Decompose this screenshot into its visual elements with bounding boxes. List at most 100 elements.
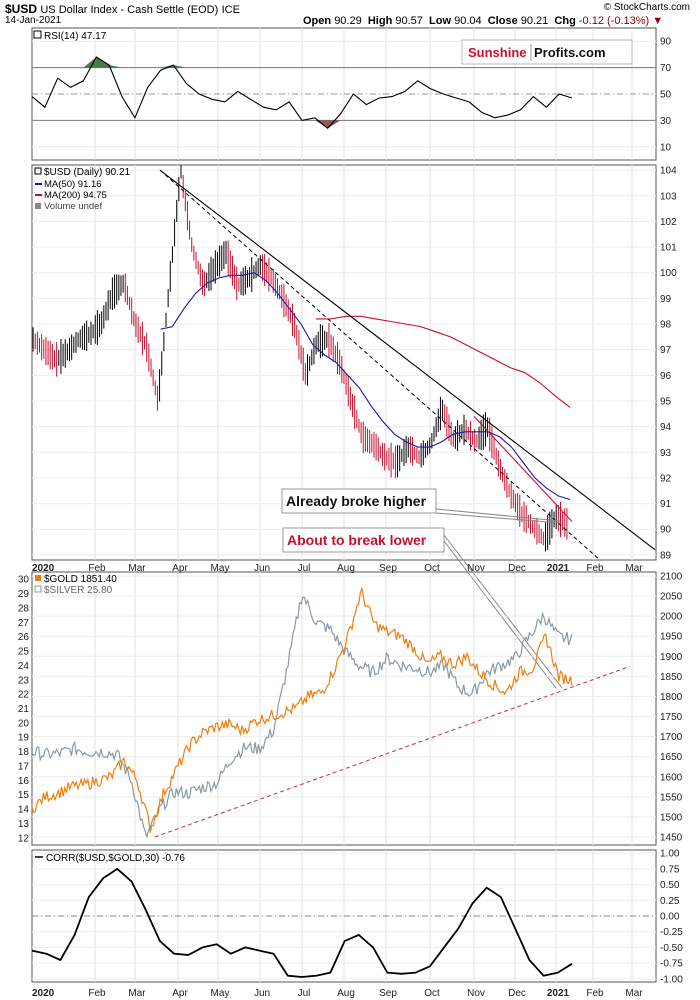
trendline-solid bbox=[159, 169, 656, 551]
gold-legend: $GOLD 1851.40 bbox=[44, 574, 117, 585]
x-tick-label: Apr bbox=[172, 988, 188, 999]
ma200-legend: MA(200) 94.75 bbox=[44, 190, 107, 201]
x-tick-label: 2020 bbox=[32, 563, 55, 574]
y-tick-label: 92 bbox=[660, 473, 672, 484]
y-tick-label: 0.25 bbox=[660, 896, 680, 907]
volume-legend-swatch bbox=[35, 203, 41, 209]
y-tick-label: -0.50 bbox=[660, 943, 683, 954]
x-tick-label: 2021 bbox=[547, 988, 570, 999]
annot-arrow-broke-higher-2 bbox=[435, 512, 561, 524]
y-tick-label: 101 bbox=[660, 243, 677, 254]
x-tick-label: Jul bbox=[298, 563, 311, 574]
y-tick-label: 93 bbox=[660, 448, 672, 459]
y-tick-label-left: 14 bbox=[18, 805, 30, 816]
rsi-legend: RSI(14) 47.17 bbox=[44, 31, 107, 42]
x-tick-label: Nov bbox=[467, 563, 485, 574]
y-tick-label: 94 bbox=[660, 422, 672, 433]
y-tick-label: 97 bbox=[660, 345, 672, 356]
y-tick-label: 2050 bbox=[660, 592, 683, 603]
x-tick-label: Jul bbox=[298, 988, 311, 999]
x-tick-label: Mar bbox=[625, 563, 643, 574]
y-tick-label: -0.25 bbox=[660, 927, 683, 938]
y-tick-label-left: 12 bbox=[18, 833, 30, 844]
symbol-title: $USD US Dollar Index - Cash Settle (EOD)… bbox=[5, 2, 240, 16]
corr-line bbox=[31, 868, 573, 978]
x-tick-label: Sep bbox=[379, 988, 397, 999]
y-tick-label-left: 19 bbox=[18, 733, 30, 744]
volume-legend: Volume undef bbox=[44, 201, 102, 212]
y-tick-label: 0.00 bbox=[660, 912, 680, 923]
y-tick-label: 1450 bbox=[660, 832, 683, 843]
y-tick-label: 90 bbox=[660, 525, 672, 536]
gold-legend-swatch bbox=[35, 575, 41, 581]
y-tick-label-left: 15 bbox=[18, 790, 30, 801]
silver-legend-swatch bbox=[34, 585, 42, 593]
y-tick-label-left: 23 bbox=[18, 675, 30, 686]
x-tick-label: Aug bbox=[337, 563, 355, 574]
y-tick-label: 1750 bbox=[660, 712, 683, 723]
x-tick-label: 2021 bbox=[547, 563, 570, 574]
y-tick-label: 1.00 bbox=[660, 849, 680, 860]
y-tick-label-left: 21 bbox=[18, 704, 30, 715]
logo-text-profits: Profits.com bbox=[534, 45, 606, 60]
y-tick-label: 1800 bbox=[660, 692, 683, 703]
y-tick-label-left: 27 bbox=[18, 618, 30, 629]
annot-arrow-break-lower bbox=[443, 534, 563, 689]
logo-box bbox=[461, 39, 633, 65]
x-tick-label: Mar bbox=[128, 988, 146, 999]
x-tick-label: 2020 bbox=[32, 988, 55, 999]
symbol-name: US Dollar Index - Cash Settle (EOD) bbox=[40, 4, 219, 16]
x-tick-label: Nov bbox=[467, 988, 485, 999]
y-tick-label-left: 29 bbox=[18, 589, 30, 600]
rsi-line bbox=[31, 56, 573, 130]
y-tick-label: 102 bbox=[660, 217, 677, 228]
y-tick-label: 50 bbox=[660, 90, 672, 101]
y-tick-label: 1850 bbox=[660, 672, 683, 683]
stockcharts-watermark: © StockCharts.com bbox=[603, 2, 690, 13]
corr-legend: CORR($USD,$GOLD,30) -0.76 bbox=[46, 853, 185, 864]
y-tick-label-left: 28 bbox=[18, 603, 30, 614]
usd-legend: $USD (Daily) 90.21 bbox=[44, 167, 131, 178]
y-tick-label-left: 13 bbox=[18, 819, 30, 830]
y-tick-label: 70 bbox=[660, 63, 672, 74]
y-tick-label: 1700 bbox=[660, 732, 683, 743]
x-tick-label: Oct bbox=[424, 988, 440, 999]
annot-box-break-lower bbox=[282, 527, 445, 553]
x-tick-label: Mar bbox=[625, 988, 643, 999]
ohlc-readout: Open 90.29 High 90.57 Low 90.04 Close 90… bbox=[303, 15, 664, 27]
chart-header: $USD US Dollar Index - Cash Settle (EOD)… bbox=[0, 0, 700, 28]
x-tick-label: May bbox=[211, 563, 230, 574]
y-tick-label: -1.00 bbox=[660, 974, 683, 985]
y-tick-label-left: 16 bbox=[18, 776, 30, 787]
x-tick-label: May bbox=[211, 988, 230, 999]
usd-price-bars bbox=[32, 165, 568, 552]
annot-arrow-break-lower-2 bbox=[443, 540, 557, 689]
y-tick-label-left: 17 bbox=[18, 761, 30, 772]
y-tick-label: 30 bbox=[660, 116, 672, 127]
y-tick-label: 1900 bbox=[660, 652, 683, 663]
annot-arrow-broke-higher bbox=[435, 508, 561, 522]
chart-date: 14-Jan-2021 bbox=[5, 15, 62, 26]
y-tick-label: 0.50 bbox=[660, 880, 680, 891]
y-tick-label: 89 bbox=[660, 550, 672, 561]
silver-legend: $SILVER 25.80 bbox=[44, 585, 113, 596]
x-tick-label: Apr bbox=[172, 563, 188, 574]
y-tick-label: 1550 bbox=[660, 792, 683, 803]
x-tick-label: Feb bbox=[586, 563, 604, 574]
x-tick-label: Feb bbox=[88, 563, 106, 574]
y-tick-label: 90 bbox=[660, 37, 672, 48]
y-tick-label-left: 20 bbox=[18, 718, 30, 729]
rsi-legend-swatch bbox=[33, 30, 42, 39]
annot-broke-higher: Already broke higher bbox=[286, 493, 427, 509]
exchange-label: ICE bbox=[221, 4, 240, 16]
y-tick-label: 2100 bbox=[660, 572, 683, 583]
y-tick-label: 98 bbox=[660, 320, 672, 331]
y-tick-label-left: 25 bbox=[18, 647, 30, 658]
x-tick-label: Jun bbox=[254, 988, 270, 999]
x-tick-label: Dec bbox=[508, 563, 526, 574]
y-tick-label: 104 bbox=[660, 166, 677, 177]
y-tick-label: 0.75 bbox=[660, 864, 680, 875]
logo-text-sunshine: Sunshine bbox=[468, 45, 527, 60]
x-tick-label: Feb bbox=[586, 988, 604, 999]
